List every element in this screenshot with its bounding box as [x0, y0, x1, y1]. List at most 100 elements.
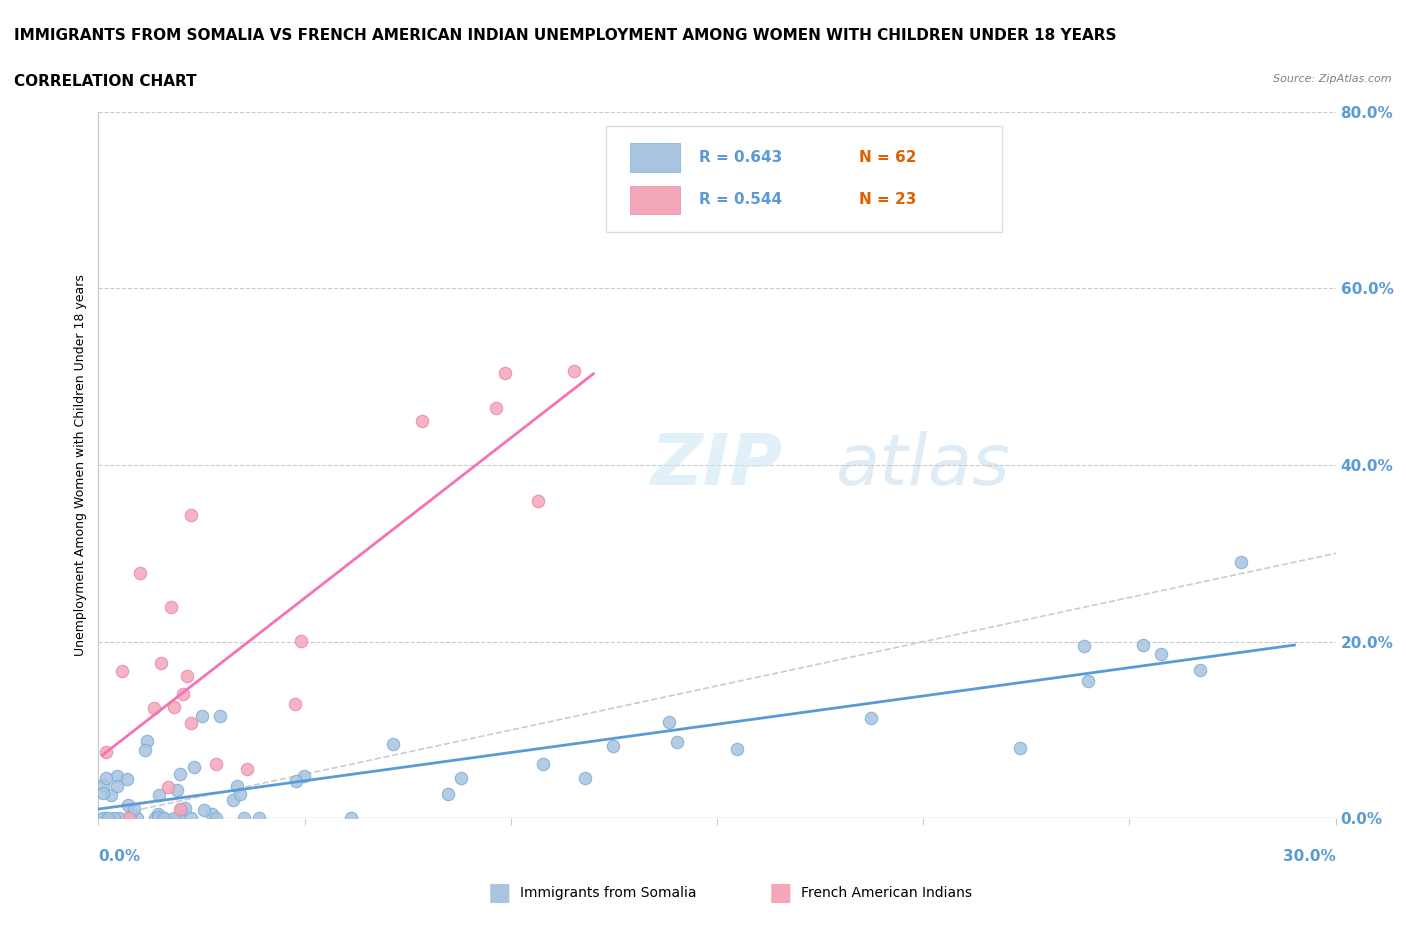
Point — [152, 811, 174, 826]
Point — [247, 811, 270, 826]
Point — [143, 811, 166, 826]
Point — [169, 802, 191, 817]
Point — [146, 806, 169, 821]
Point — [170, 803, 193, 817]
Point — [166, 811, 188, 826]
Text: French American Indians: French American Indians — [801, 885, 973, 900]
Text: ■: ■ — [488, 881, 510, 905]
Point — [100, 787, 122, 802]
Point — [665, 735, 688, 750]
Point — [209, 708, 232, 723]
Point — [105, 779, 128, 794]
Point — [233, 811, 256, 826]
Point — [103, 811, 125, 826]
Point — [163, 811, 186, 826]
Point — [108, 811, 131, 826]
Point — [172, 686, 194, 701]
Text: N = 23: N = 23 — [859, 193, 917, 207]
Point — [111, 663, 134, 678]
Text: 0.0%: 0.0% — [98, 849, 141, 864]
Point — [1077, 673, 1099, 688]
Point — [97, 811, 120, 826]
Point — [526, 494, 548, 509]
Point — [129, 566, 152, 581]
Text: atlas: atlas — [835, 431, 1010, 499]
Point — [135, 734, 157, 749]
Point — [1073, 638, 1095, 653]
Point — [222, 792, 245, 807]
Point — [727, 741, 749, 756]
Point — [494, 365, 516, 380]
Point — [105, 768, 128, 783]
Point — [180, 716, 202, 731]
Point — [860, 711, 883, 725]
Point — [180, 508, 202, 523]
Point — [284, 697, 307, 711]
Point — [225, 779, 247, 794]
FancyBboxPatch shape — [630, 143, 681, 172]
Point — [290, 633, 312, 648]
Point — [205, 756, 228, 771]
Point — [450, 771, 472, 786]
Text: IMMIGRANTS FROM SOMALIA VS FRENCH AMERICAN INDIAN UNEMPLOYMENT AMONG WOMEN WITH : IMMIGRANTS FROM SOMALIA VS FRENCH AMERIC… — [14, 28, 1116, 43]
Text: ZIP: ZIP — [651, 431, 783, 499]
Point — [146, 810, 169, 825]
Point — [122, 802, 145, 817]
Point — [340, 811, 363, 826]
Point — [294, 769, 316, 784]
Point — [169, 766, 191, 781]
Point — [228, 787, 250, 802]
Text: Immigrants from Somalia: Immigrants from Somalia — [520, 885, 697, 900]
Point — [91, 777, 114, 792]
Point — [96, 771, 118, 786]
Point — [142, 700, 165, 715]
Point — [658, 715, 681, 730]
Point — [562, 364, 585, 379]
Point — [148, 788, 170, 803]
Point — [1010, 740, 1032, 755]
Point — [191, 709, 214, 724]
Text: 30.0%: 30.0% — [1282, 849, 1336, 864]
Point — [153, 811, 176, 826]
Point — [1132, 638, 1154, 653]
Text: R = 0.544: R = 0.544 — [699, 193, 782, 207]
Point — [236, 761, 259, 776]
Point — [201, 806, 224, 821]
Point — [118, 811, 141, 826]
Point — [117, 798, 139, 813]
Text: CORRELATION CHART: CORRELATION CHART — [14, 74, 197, 89]
Point — [1230, 554, 1253, 569]
Point — [174, 801, 197, 816]
Point — [437, 787, 460, 802]
Point — [180, 811, 202, 826]
Point — [91, 785, 114, 800]
Point — [205, 811, 228, 826]
Point — [176, 669, 198, 684]
Point — [125, 811, 148, 826]
Point — [1150, 646, 1173, 661]
Text: R = 0.643: R = 0.643 — [699, 150, 782, 165]
Y-axis label: Unemployment Among Women with Children Under 18 years: Unemployment Among Women with Children U… — [75, 274, 87, 656]
FancyBboxPatch shape — [630, 186, 681, 214]
Point — [183, 760, 205, 775]
Point — [574, 771, 596, 786]
Text: N = 62: N = 62 — [859, 150, 917, 165]
Point — [1189, 662, 1212, 677]
FancyBboxPatch shape — [606, 126, 1001, 232]
Point — [94, 811, 117, 826]
Point — [120, 811, 142, 826]
Text: ■: ■ — [769, 881, 792, 905]
Point — [531, 757, 554, 772]
Point — [91, 811, 114, 826]
Point — [602, 738, 624, 753]
Point — [134, 742, 156, 757]
Point — [94, 745, 117, 760]
Point — [411, 414, 433, 429]
Point — [382, 737, 405, 751]
Point — [166, 783, 188, 798]
Point — [149, 656, 172, 671]
Point — [485, 400, 508, 415]
Text: Source: ZipAtlas.com: Source: ZipAtlas.com — [1274, 74, 1392, 85]
Point — [193, 803, 215, 817]
Point — [115, 772, 138, 787]
